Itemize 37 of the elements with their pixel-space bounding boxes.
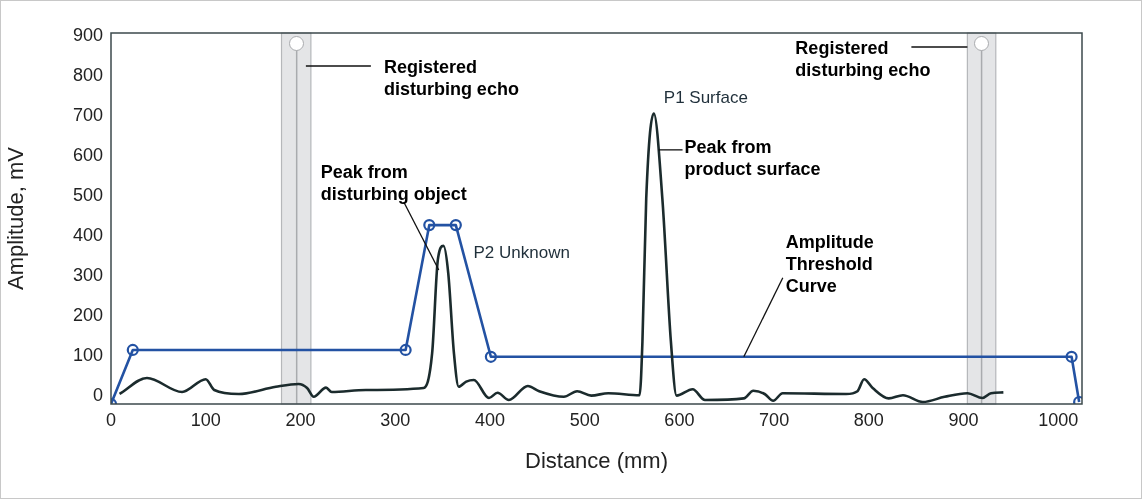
- x-tick-label: 400: [474, 409, 505, 430]
- y-tick-label: 600: [72, 144, 103, 165]
- annotation: P2 Unknown: [473, 242, 570, 262]
- y-tick-label: 0: [92, 384, 103, 405]
- annotation: P1 Surface: [663, 88, 748, 108]
- point: [484, 350, 497, 363]
- y-tick-label: 100: [72, 344, 103, 365]
- annotation: Amplitude Threshold Curve: [785, 231, 874, 296]
- annotation: Peak from disturbing object: [320, 161, 467, 204]
- x-tick-label: 0: [105, 409, 117, 430]
- x-tick-label: 100: [190, 409, 221, 430]
- y-tick-label: 800: [72, 64, 103, 85]
- x-tick-label: 700: [759, 409, 790, 430]
- band-label: Registered disturbing echo: [795, 37, 931, 80]
- y-tick-label: 200: [72, 304, 103, 325]
- x-tick-label: 800: [853, 409, 884, 430]
- band-label: Registered disturbing echo: [383, 56, 519, 99]
- x-tick-label: 900: [948, 409, 979, 430]
- y-tick-label: 500: [72, 184, 103, 205]
- y-tick-label: 300: [72, 264, 103, 285]
- y-tick-label: 400: [72, 224, 103, 245]
- x-tick-label: 600: [664, 409, 695, 430]
- y-axis-title: Amplitude, mV: [3, 146, 29, 291]
- x-tick-label: 500: [569, 409, 600, 430]
- line-series: [118, 112, 1005, 404]
- point: [399, 343, 412, 357]
- x-tick-label: 300: [380, 409, 411, 430]
- point: [449, 219, 462, 232]
- x-axis-title: Distance (mm): [524, 447, 669, 473]
- point: [126, 343, 139, 357]
- point: [1065, 350, 1078, 363]
- y-tick-label: 900: [72, 24, 103, 45]
- x-tick-label: 200: [285, 409, 316, 430]
- annotation: Peak from product surface: [684, 136, 821, 179]
- point: [423, 219, 436, 232]
- y-tick-label: 700: [72, 104, 103, 125]
- x-tick-label: 1000: [1038, 409, 1079, 430]
